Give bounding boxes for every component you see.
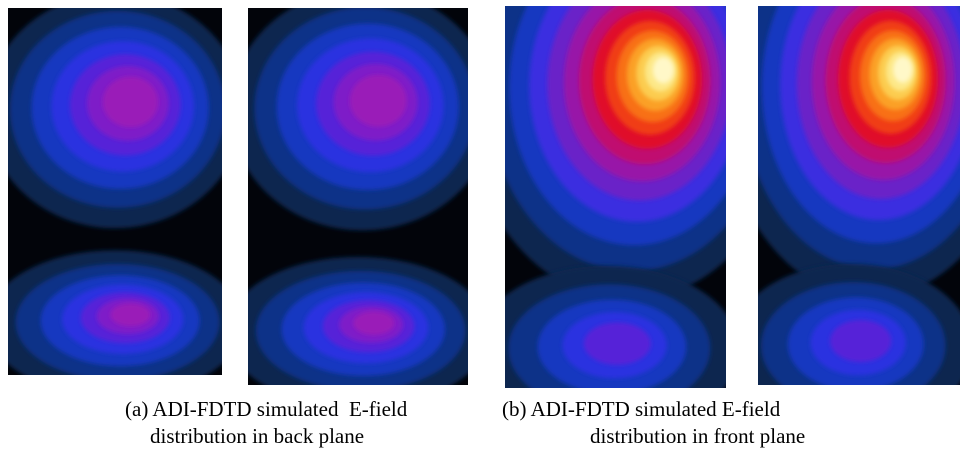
field-plot — [248, 8, 468, 385]
field-plot — [758, 6, 960, 385]
field-plots — [8, 6, 960, 388]
contour-band — [110, 303, 151, 327]
contour-band — [353, 311, 395, 335]
contour-band — [102, 76, 159, 128]
field-plot — [8, 8, 222, 375]
contour-band — [830, 319, 892, 363]
caption-line: (b) ADI-FDTD simulated E-field — [502, 397, 781, 421]
caption-line: distribution in back plane — [150, 424, 364, 448]
contour-band — [893, 56, 913, 83]
caption-line: (a) ADI-FDTD simulated E-field — [125, 397, 408, 421]
contour-band — [652, 56, 674, 84]
contour-band — [349, 74, 407, 127]
field-plot — [505, 6, 726, 388]
caption-line: distribution in front plane — [590, 424, 805, 448]
contour-band — [583, 322, 651, 365]
